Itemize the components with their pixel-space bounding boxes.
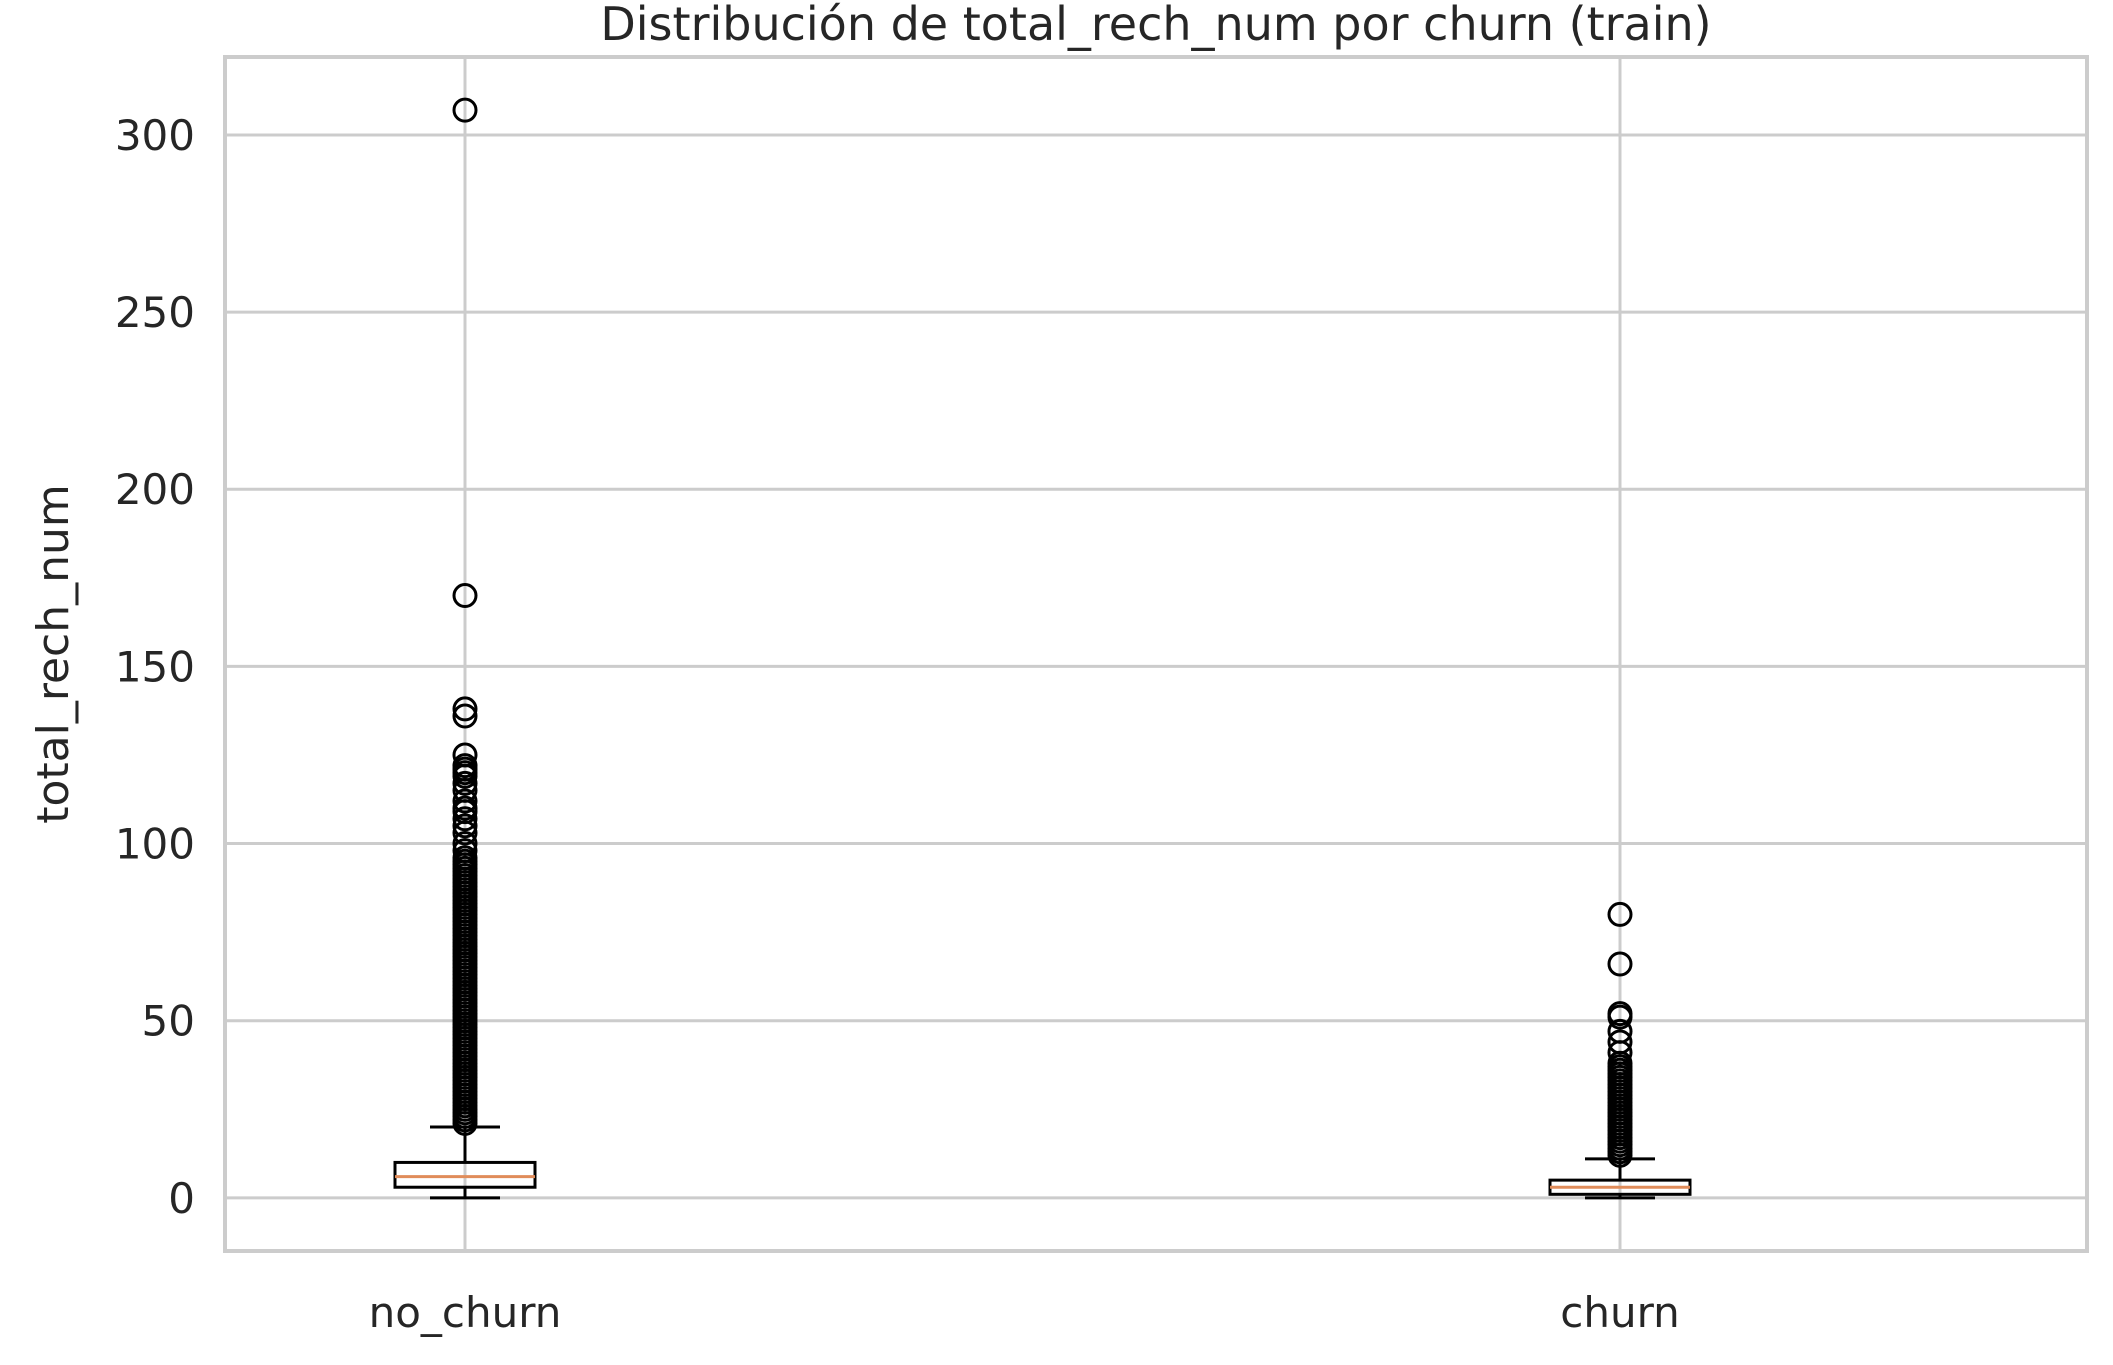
outlier-point [452, 795, 478, 821]
x-tick-label: no_churn [369, 1288, 562, 1337]
outlier-point [1607, 1001, 1633, 1027]
outlier-point [1607, 1029, 1633, 1055]
outlier-point [452, 845, 478, 871]
grid-lines [225, 57, 2087, 1251]
outlier-point [452, 788, 478, 814]
outlier-point [452, 831, 478, 857]
y-tick-label: 50 [142, 997, 195, 1046]
outlier-point [452, 753, 478, 779]
plot-frame [223, 55, 2089, 1253]
outlier-point [452, 696, 478, 722]
y-tick-label: 150 [115, 642, 195, 691]
outlier-point [452, 838, 478, 864]
outlier-point [452, 813, 478, 839]
iqr-box [393, 1160, 537, 1189]
box-no_churn [393, 97, 537, 1200]
chart-title: Distribución de total_rech_num por churn… [600, 0, 1711, 51]
x-tick-label: churn [1560, 1288, 1679, 1337]
outlier-point [452, 806, 478, 832]
outlier-point [452, 742, 478, 768]
outlier-point [1607, 1018, 1633, 1044]
outlier-point [452, 770, 478, 796]
outlier-point [452, 703, 478, 729]
outlier-point [1607, 951, 1633, 977]
tick-labels: 0 50 100 150 200 250 300 no_churn churn [115, 111, 1680, 1337]
y-tick-label: 250 [115, 288, 195, 337]
y-tick-label: 0 [168, 1174, 195, 1223]
outlier-point [1607, 901, 1633, 927]
y-tick-label: 100 [115, 820, 195, 869]
outlier-point [452, 97, 478, 123]
box-churn [1548, 901, 1692, 1200]
boxes-layer [393, 97, 1692, 1200]
y-axis-title: total_rech_num [28, 484, 79, 824]
y-tick-label: 200 [115, 465, 195, 514]
outlier-point [452, 583, 478, 609]
y-tick-label: 300 [115, 111, 195, 160]
